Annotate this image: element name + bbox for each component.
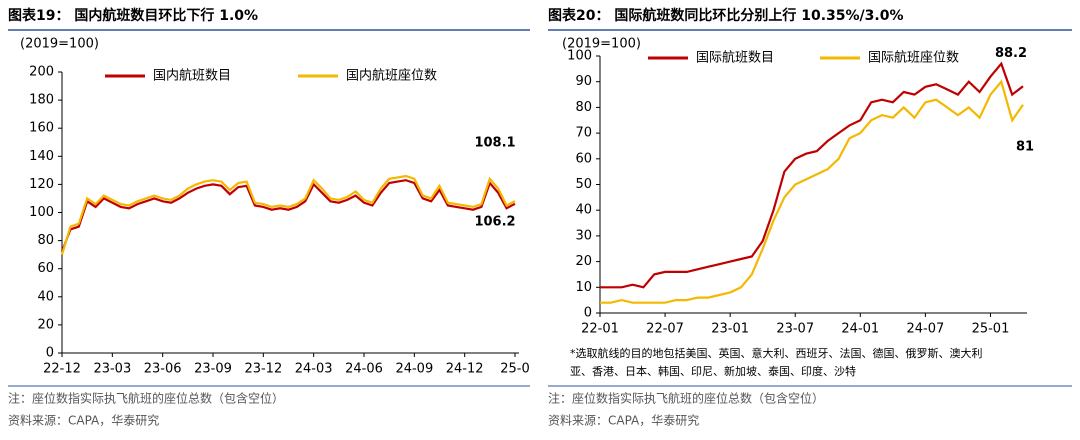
x-tick-label: 22-01 bbox=[581, 322, 619, 337]
x-tick-label: 24-01 bbox=[841, 322, 879, 337]
y-tick-label: 70 bbox=[575, 126, 592, 141]
x-tick-label: 25-0 bbox=[500, 362, 530, 377]
x-tick-label: 24-12 bbox=[446, 362, 484, 377]
y-axis-label: (2019=100) bbox=[20, 37, 99, 52]
y-tick-label: 140 bbox=[29, 149, 54, 164]
x-tick-label: 24-09 bbox=[395, 362, 433, 377]
note: 注：座位数指实际执飞航班的座位总数（包含空位） bbox=[548, 391, 824, 406]
y-tick-label: 60 bbox=[575, 151, 592, 166]
y-tick-label: 80 bbox=[575, 100, 592, 115]
legend-label: 国内航班数目 bbox=[153, 68, 231, 84]
y-tick-label: 0 bbox=[46, 346, 54, 361]
y-tick-label: 40 bbox=[575, 203, 592, 218]
y-tick-label: 100 bbox=[29, 205, 54, 220]
legend-label: 国际航班数目 bbox=[696, 50, 774, 66]
y-tick-label: 180 bbox=[29, 93, 54, 108]
x-tick-label: 24-07 bbox=[906, 322, 944, 337]
y-tick-label: 20 bbox=[575, 254, 592, 269]
y-tick-label: 50 bbox=[575, 177, 592, 192]
chart-title: 图表19： 国内航班数目环比下行 1.0% bbox=[8, 7, 258, 24]
source: 资料来源：CAPA，华泰研究 bbox=[548, 413, 699, 428]
series-line bbox=[60, 174, 516, 256]
y-tick-label: 200 bbox=[29, 65, 54, 80]
value-label: 88.2 bbox=[995, 46, 1027, 61]
y-tick-label: 0 bbox=[584, 306, 592, 321]
y-tick-label: 60 bbox=[37, 261, 54, 276]
y-axis-label: (2019=100) bbox=[562, 37, 641, 52]
y-tick-label: 100 bbox=[567, 49, 592, 64]
x-tick-label: 24-06 bbox=[345, 362, 383, 377]
x-tick-label: 23-03 bbox=[93, 362, 131, 377]
x-tick-label: 24-03 bbox=[295, 362, 333, 377]
y-tick-label: 20 bbox=[37, 317, 54, 332]
y-tick-label: 160 bbox=[29, 121, 54, 136]
x-tick-label: 22-12 bbox=[43, 362, 81, 377]
y-tick-label: 120 bbox=[29, 177, 54, 192]
x-tick-label: 23-09 bbox=[194, 362, 232, 377]
y-tick-label: 90 bbox=[575, 74, 592, 89]
legend-label: 国际航班座位数 bbox=[868, 50, 959, 66]
series-line bbox=[600, 61, 1024, 289]
note: 注：座位数指实际执飞航班的座位总数（包含空位） bbox=[8, 391, 284, 406]
source: 资料来源：CAPA，华泰研究 bbox=[8, 413, 159, 428]
y-tick-label: 80 bbox=[37, 233, 54, 248]
y-tick-label: 40 bbox=[37, 289, 54, 304]
y-tick-label: 10 bbox=[575, 280, 592, 295]
value-label: 81 bbox=[1016, 139, 1034, 154]
footnote: *选取航线的目的地包括美国、英国、意大利、西班牙、法国、德国、俄罗斯、澳大利 bbox=[570, 346, 983, 360]
chart-title: 图表20： 国际航班数同比环比分别上行 10.35%/3.0% bbox=[548, 7, 903, 24]
x-tick-label: 23-12 bbox=[244, 362, 282, 377]
footnote: 亚、香港、日本、韩国、印尼、新加坡、泰国、印度、沙特 bbox=[570, 364, 856, 378]
legend-label: 国内航班座位数 bbox=[346, 68, 437, 84]
x-tick-label: 23-06 bbox=[144, 362, 182, 377]
value-label: 108.1 bbox=[474, 136, 515, 151]
series-line bbox=[60, 179, 516, 253]
x-tick-label: 25-01 bbox=[972, 322, 1010, 337]
series-line bbox=[600, 79, 1024, 304]
x-tick-label: 22-07 bbox=[646, 322, 684, 337]
y-tick-label: 30 bbox=[575, 228, 592, 243]
x-tick-label: 23-01 bbox=[711, 322, 749, 337]
value-label: 106.2 bbox=[474, 214, 515, 229]
x-tick-label: 23-07 bbox=[776, 322, 814, 337]
